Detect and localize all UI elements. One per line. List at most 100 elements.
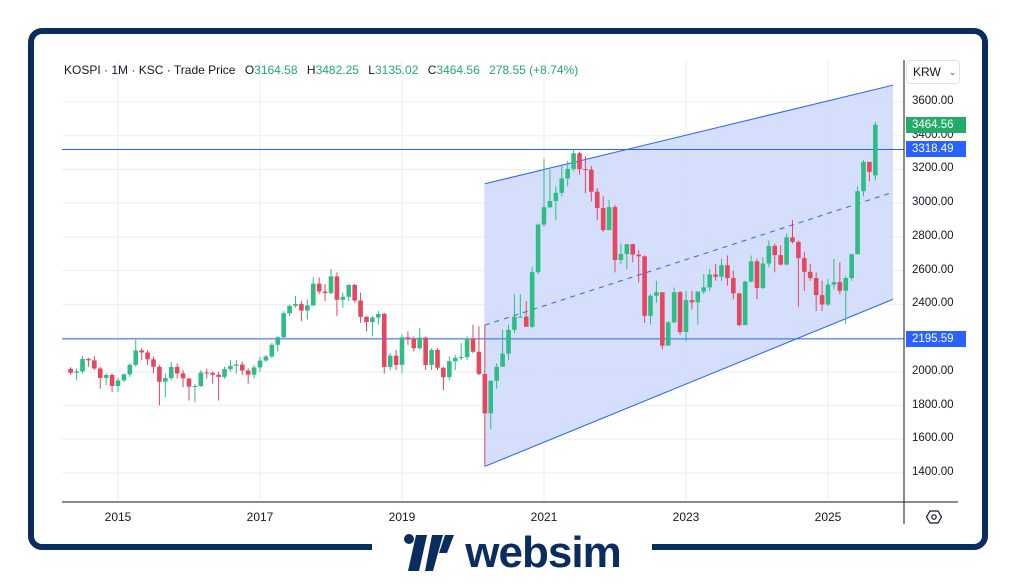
price-axis-label: 1800.00 (912, 398, 954, 411)
candle-body (636, 254, 641, 257)
candle-body (796, 241, 801, 259)
candle-body (583, 169, 588, 171)
candle-body (305, 305, 310, 311)
legend-open-value: 3164.58 (254, 63, 298, 77)
legend-sep: · (104, 63, 112, 77)
legend-close-label: C (427, 63, 437, 77)
candle-body (447, 361, 452, 378)
candle-body (68, 368, 73, 373)
candle-body (748, 261, 754, 282)
channel-lower-line[interactable] (484, 298, 894, 467)
candle-body (239, 364, 245, 371)
candle-body (234, 364, 239, 366)
time-axis-label: 2025 (814, 510, 842, 524)
candle-body (145, 352, 150, 360)
legend-high-label: H (306, 63, 316, 77)
candle-body (867, 161, 872, 172)
candle-body (654, 292, 659, 296)
candle-body (293, 304, 298, 306)
candle-body (488, 380, 494, 414)
candle-body (873, 124, 878, 176)
candle-body (204, 372, 210, 374)
candle-body (411, 338, 417, 349)
channel-upper-line[interactable] (484, 84, 894, 185)
candle-body (701, 287, 707, 292)
candle-body (370, 317, 375, 323)
candle-body (523, 316, 529, 327)
candle-body (825, 284, 831, 305)
candle-body (778, 255, 783, 265)
candle-body (452, 357, 458, 362)
gear-icon[interactable] (925, 509, 943, 525)
chart-legend: KOSPI · 1M · KSC · Trade Price O3164.58 … (64, 63, 578, 77)
candle-body (399, 337, 405, 365)
candle-body (843, 278, 849, 291)
price-axis-label: 1400.00 (912, 466, 954, 478)
currency-selector[interactable]: KRW ⌄ (906, 60, 960, 84)
candle-body (535, 224, 541, 273)
candle-body (813, 278, 819, 296)
candle-body (606, 207, 612, 231)
candle-body (405, 337, 411, 339)
legend-high-value: 3482.25 (315, 63, 359, 77)
legend-sep: · (166, 63, 174, 77)
lower-hline-price-tag[interactable]: 2195.59 (906, 330, 966, 347)
candle-body (589, 169, 594, 192)
candle-body (642, 256, 647, 316)
candle-body (754, 261, 760, 289)
candle-body (387, 355, 393, 367)
candle-body (695, 291, 701, 303)
candle-body (506, 329, 511, 354)
candle-body (210, 372, 215, 375)
candle-body (316, 283, 322, 292)
time-axis-label: 2023 (672, 510, 700, 524)
candle-body (245, 370, 251, 375)
channel-midline[interactable] (484, 191, 894, 326)
candle-body (281, 313, 286, 338)
candle-body (600, 208, 606, 231)
parallel-channel-fill[interactable] (484, 85, 894, 467)
candle-body (417, 337, 423, 349)
price-axis-label: 3200.00 (912, 162, 954, 175)
candle-body (346, 284, 352, 297)
candle-body (689, 300, 695, 303)
candle-body (855, 191, 860, 255)
candle-body (624, 244, 630, 254)
candle-body (103, 375, 109, 378)
candle-body (476, 351, 482, 375)
legend-symbol[interactable]: KOSPI (64, 63, 101, 77)
candle-body (725, 265, 730, 279)
candle-body (168, 366, 174, 379)
websim-logo-icon (404, 534, 455, 571)
candle-body (97, 368, 103, 378)
time-axis-label: 2021 (530, 510, 558, 524)
candle-body (441, 367, 446, 378)
candle-body (802, 258, 807, 272)
price-axis-label: 1600.00 (912, 432, 954, 445)
candle-body (174, 366, 180, 374)
time-axis-label: 2019 (388, 510, 416, 524)
candle-body (713, 274, 718, 277)
time-axis-label: 2017 (246, 510, 274, 524)
chevron-down-icon: ⌄ (948, 66, 957, 77)
candle-body (571, 153, 576, 169)
candle-body (393, 355, 399, 365)
candle-body (518, 316, 523, 318)
candle-body (192, 385, 198, 387)
upper-hline-price-tag[interactable]: 3318.49 (906, 141, 966, 158)
candle-body (109, 375, 115, 386)
legend-close-value: 3464.56 (436, 63, 480, 77)
candle-body (228, 365, 233, 370)
candle-body (630, 244, 636, 255)
candle-body (790, 237, 795, 242)
plot-area[interactable] (62, 84, 904, 467)
candle-body (512, 316, 517, 330)
candle-body (470, 338, 476, 352)
candle-body (577, 153, 582, 170)
candle-body (121, 374, 127, 381)
legend-open-label: O (244, 63, 255, 77)
price-axis-label: 3600.00 (912, 95, 954, 107)
candle-body (423, 337, 428, 365)
candle-body (364, 316, 369, 323)
